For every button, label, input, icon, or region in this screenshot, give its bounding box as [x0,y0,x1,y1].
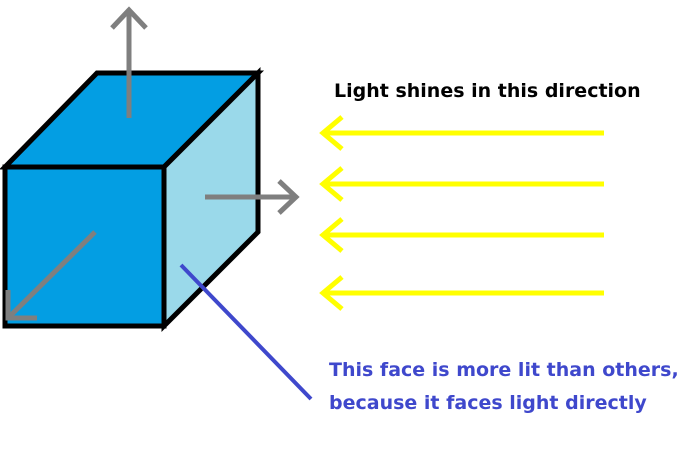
lit-face-note: This face is more lit than others, becau… [329,354,679,420]
lit-face-note-line-2: because it faces light directly [329,392,647,414]
front-normal-arrow [5,230,97,321]
light-ray-arrow [319,217,604,253]
top-normal-arrow [110,6,148,118]
light-ray-arrow [319,115,604,151]
light-direction-label: Light shines in this direction [334,80,641,102]
light-ray-arrow [319,275,604,311]
side-normal-arrow [205,179,300,215]
light-ray-arrow [319,166,604,202]
cube-front-face [2,164,167,329]
lit-face-note-line-1: This face is more lit than others, [329,359,679,381]
face-pointer-line [179,263,313,401]
